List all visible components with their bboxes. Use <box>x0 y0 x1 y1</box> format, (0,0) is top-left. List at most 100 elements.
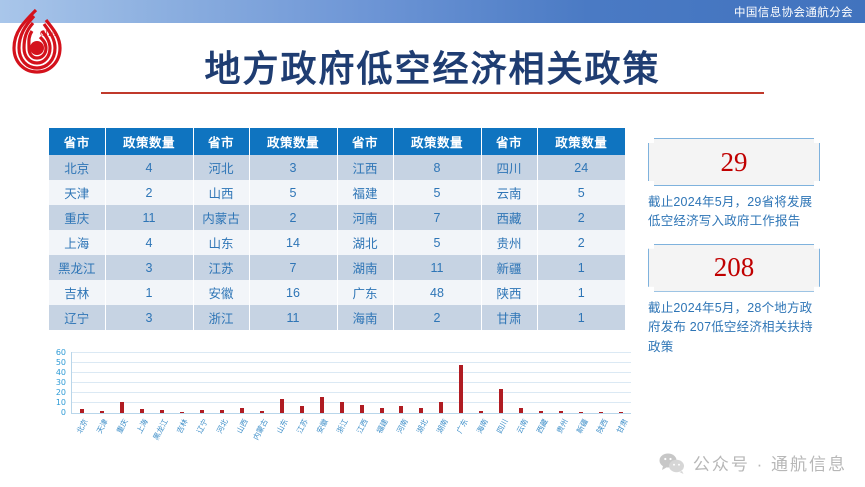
wechat-icon <box>659 452 685 474</box>
chart-gridline <box>72 362 631 363</box>
chart-bar <box>359 405 364 413</box>
column-header: 政策数量 <box>249 128 338 155</box>
chart-bar <box>479 411 484 413</box>
chart-bar-cell <box>312 353 332 413</box>
chart-bar-cell <box>92 353 112 413</box>
table-row: 黑龙江 3 江苏 7 湖南 11 新疆 1 <box>49 255 625 280</box>
y-axis-tick-label: 60 <box>55 348 66 357</box>
x-axis-tick-label: 上海 <box>134 417 150 435</box>
chart-bar <box>259 411 264 413</box>
chart-bar-cell <box>112 353 132 413</box>
x-axis-tick-label: 海南 <box>474 417 490 435</box>
table-cell: 1 <box>537 305 625 330</box>
y-axis-tick-label: 20 <box>55 388 66 397</box>
table-cell: 5 <box>249 180 338 205</box>
chart-x-label-cell: 湖南 <box>431 416 451 456</box>
chart-bar-cell <box>431 353 451 413</box>
flame-logo-icon: CIIA <box>6 6 68 78</box>
x-axis-tick-label: 山西 <box>234 417 250 435</box>
chart-bar-cell <box>392 353 412 413</box>
chart-bar <box>219 410 224 413</box>
table-cell: 2 <box>537 230 625 255</box>
footer-text: 公众号 · 通航信息 <box>692 455 847 474</box>
chart-x-label-cell: 陕西 <box>591 416 611 456</box>
chart-bar <box>159 410 164 413</box>
y-axis-tick-label: 50 <box>55 358 66 367</box>
chart-x-label-cell: 内蒙古 <box>251 416 271 456</box>
chart-bar <box>599 411 604 413</box>
chart-x-label-cell: 江西 <box>351 416 371 456</box>
column-header: 省市 <box>337 128 394 155</box>
table-cell: 1 <box>537 255 625 280</box>
table-cell: 陕西 <box>481 280 538 305</box>
chart-x-label-cell: 山东 <box>271 416 291 456</box>
column-header: 省市 <box>481 128 538 155</box>
chart-gridline <box>72 402 631 403</box>
chart-x-label-cell: 上海 <box>131 416 151 456</box>
chart-bar <box>139 409 144 413</box>
table-cell: 2 <box>537 205 625 230</box>
y-axis-tick-label: 10 <box>55 398 66 407</box>
table-cell: 14 <box>249 230 338 255</box>
chart-x-label-cell: 北京 <box>71 416 91 456</box>
table-row: 北京 4 河北 3 江西 8 四川 24 <box>49 155 625 180</box>
x-axis-tick-label: 吉林 <box>174 417 190 435</box>
chart-x-label-cell: 贵州 <box>551 416 571 456</box>
table-cell: 福建 <box>337 180 394 205</box>
x-axis-tick-label: 重庆 <box>114 417 130 435</box>
x-axis-tick-label: 湖南 <box>434 417 450 435</box>
chart-bar-cell <box>551 353 571 413</box>
chart-x-label-cell: 江苏 <box>291 416 311 456</box>
chart-x-label-cell: 黑龙江 <box>151 416 171 456</box>
table-cell: 新疆 <box>481 255 538 280</box>
y-axis-tick-label: 30 <box>55 378 66 387</box>
table-cell: 48 <box>393 280 482 305</box>
stat-description: 截止2024年5月，29省将发展低空经济写入政府工作报告 <box>648 195 813 229</box>
table-header-row: 省市 政策数量 省市 政策数量 省市 政策数量 省市 政策数量 <box>49 128 625 155</box>
chart-gridline <box>72 372 631 373</box>
table-cell: 5 <box>393 230 482 255</box>
chart-x-label-cell: 重庆 <box>111 416 131 456</box>
table-cell: 2 <box>249 205 338 230</box>
x-axis-tick-label: 安徽 <box>314 417 330 435</box>
table-cell: 3 <box>105 305 194 330</box>
chart-x-label-cell: 辽宁 <box>191 416 211 456</box>
table-cell: 4 <box>105 230 194 255</box>
stat-value: 29 <box>720 146 748 177</box>
table-cell: 7 <box>393 205 482 230</box>
chart-bar <box>439 402 444 413</box>
title-underline <box>101 92 764 94</box>
table-row: 上海 4 山东 14 湖北 5 贵州 2 <box>49 230 625 255</box>
chart-bar-cell <box>531 353 551 413</box>
x-axis-tick-label: 贵州 <box>554 417 570 435</box>
column-header: 政策数量 <box>105 128 194 155</box>
x-axis-tick-label: 福建 <box>374 417 390 435</box>
chart-bar-cell <box>352 353 372 413</box>
chart-bar <box>499 389 504 413</box>
chart-bar-cell <box>372 353 392 413</box>
column-header: 政策数量 <box>393 128 482 155</box>
chart-bar-cell <box>192 353 212 413</box>
chart-bar <box>339 402 344 413</box>
chart-gridline <box>72 382 631 383</box>
table-cell: 11 <box>105 205 194 230</box>
table-cell: 24 <box>537 155 625 180</box>
table-row: 重庆 11 内蒙古 2 河南 7 西藏 2 <box>49 205 625 230</box>
policy-table-container: 省市 政策数量 省市 政策数量 省市 政策数量 省市 政策数量 北京 4 河北 3 江西… <box>49 128 625 330</box>
x-axis-tick-label: 河北 <box>214 417 230 435</box>
table-cell: 湖南 <box>337 255 394 280</box>
table-cell: 辽宁 <box>49 305 106 330</box>
table-cell: 四川 <box>481 155 538 180</box>
table-cell: 3 <box>105 255 194 280</box>
table-cell: 5 <box>393 180 482 205</box>
table-cell: 贵州 <box>481 230 538 255</box>
chart-bar-cell <box>252 353 272 413</box>
table-cell: 江苏 <box>193 255 250 280</box>
x-axis-tick-label: 河南 <box>394 417 410 435</box>
chart-bar <box>199 410 204 413</box>
x-axis-tick-label: 甘肃 <box>614 417 630 435</box>
chart-x-label-cell: 甘肃 <box>611 416 631 456</box>
table-cell: 吉林 <box>49 280 106 305</box>
chart-bar-cell <box>152 353 172 413</box>
table-cell: 8 <box>393 155 482 180</box>
